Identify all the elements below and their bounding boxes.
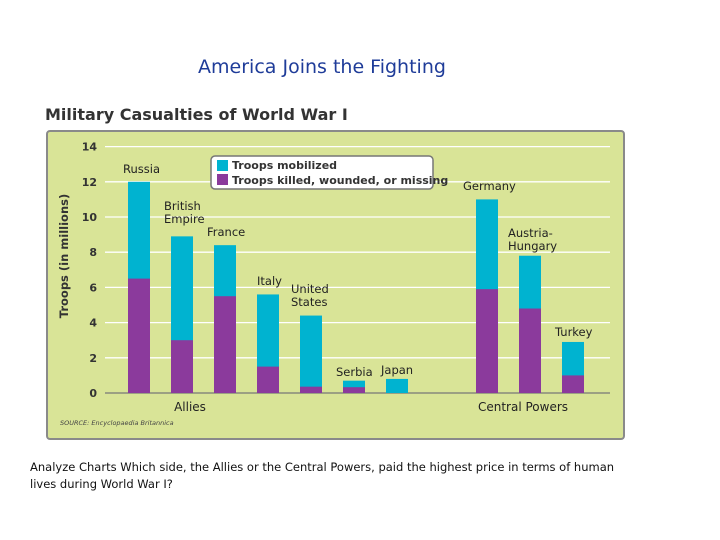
bar-killed-russia: [128, 278, 150, 393]
bars: [128, 181, 584, 393]
bar-killed-austria-hungary: [519, 308, 541, 393]
y-tick-label: 0: [89, 387, 97, 400]
y-tick-label: 8: [89, 246, 97, 259]
legend-label-killed: Troops killed, wounded, or missing: [232, 174, 448, 187]
y-tick-label: 4: [89, 317, 97, 330]
legend: Troops mobilized Troops killed, wounded,…: [210, 155, 448, 190]
bar-mobilized-japan: [386, 378, 408, 393]
group-label-allies: Allies: [174, 400, 206, 414]
bar-label-serbia: Serbia: [336, 365, 373, 379]
bar-killed-united-states: [300, 386, 322, 393]
y-tick-label: 6: [89, 281, 97, 294]
bar-killed-italy: [257, 366, 279, 393]
bar-label-russia: Russia: [123, 162, 160, 176]
y-tick-label: 10: [82, 211, 98, 224]
legend-box: [210, 155, 434, 190]
legend-swatch-mobilized: [217, 160, 228, 171]
bar-killed-germany: [476, 289, 498, 393]
bar-mobilized-united-states: [300, 315, 322, 393]
bar-killed-france: [214, 296, 236, 393]
bar-label-germany: Germany: [463, 179, 516, 193]
y-tick-label: 2: [89, 352, 97, 365]
bar-killed-turkey: [562, 375, 584, 393]
y-tick-label: 12: [82, 176, 97, 189]
legend-swatch-killed: [217, 174, 228, 185]
y-tick-label: 14: [82, 141, 98, 154]
chart-title: Military Casualties of World War I: [45, 105, 348, 124]
y-axis: 0 2 4 6 8 10 12 14: [82, 141, 98, 400]
bar-label-france: France: [207, 225, 245, 239]
question-caption: Analyze Charts Which side, the Allies or…: [30, 460, 615, 491]
bar-label-british-empire: British Empire: [164, 199, 205, 226]
y-axis-label: Troops (in millions): [57, 194, 71, 318]
slide-title: America Joins the Fighting: [198, 56, 446, 78]
bar-killed-british-empire: [171, 340, 193, 393]
bar-label-turkey: Turkey: [554, 325, 593, 339]
bar-killed-serbia: [343, 387, 365, 393]
bar-label-japan: Japan: [380, 363, 413, 377]
group-label-central-powers: Central Powers: [478, 400, 568, 414]
source-note: SOURCE: Encyclopaedia Britannica: [60, 419, 174, 427]
legend-label-mobilized: Troops mobilized: [232, 159, 337, 172]
bar-label-italy: Italy: [257, 274, 282, 288]
bar-label-austria-hungary: Austria-Hungary: [508, 226, 557, 253]
group-labels: Allies Central Powers: [174, 400, 568, 414]
bar-label-united-states: United States: [291, 282, 329, 309]
